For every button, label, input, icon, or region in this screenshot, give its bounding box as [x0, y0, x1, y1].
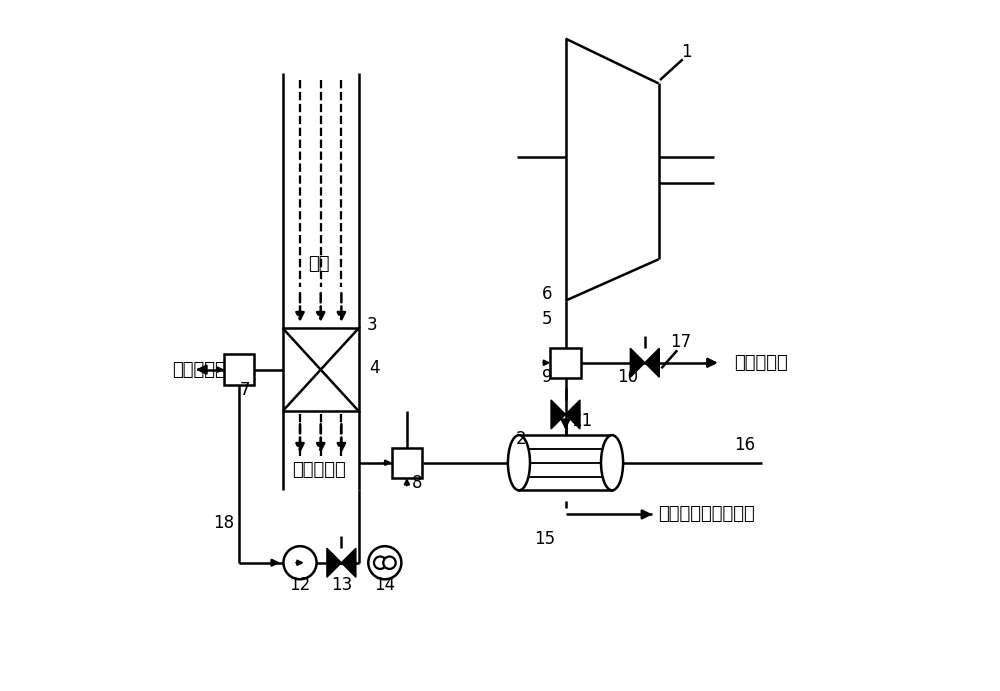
- Text: 15: 15: [534, 529, 555, 547]
- Text: 去工业供汽: 去工业供汽: [734, 354, 788, 372]
- Text: 13: 13: [331, 576, 352, 594]
- Circle shape: [368, 546, 401, 579]
- Text: 14: 14: [374, 576, 395, 594]
- Text: 9: 9: [542, 368, 552, 386]
- Text: 去锅炉汽包: 去锅炉汽包: [172, 361, 226, 379]
- Text: 16: 16: [734, 437, 755, 455]
- Circle shape: [383, 556, 396, 569]
- Text: 10: 10: [617, 368, 638, 386]
- Ellipse shape: [508, 435, 530, 491]
- Polygon shape: [551, 400, 566, 429]
- Circle shape: [283, 546, 317, 579]
- Text: 去脱硝系统: 去脱硝系统: [292, 461, 346, 479]
- Text: 12: 12: [289, 576, 311, 594]
- Text: 5: 5: [542, 310, 552, 328]
- Text: 3: 3: [367, 316, 378, 334]
- Ellipse shape: [601, 435, 623, 491]
- Bar: [519, 435, 612, 491]
- Bar: [283, 328, 359, 411]
- Text: 1: 1: [681, 44, 692, 61]
- Text: 18: 18: [214, 514, 235, 533]
- Text: 去下一级高压加热器: 去下一级高压加热器: [659, 505, 755, 524]
- Text: 6: 6: [542, 285, 552, 303]
- Polygon shape: [224, 354, 254, 385]
- Polygon shape: [341, 548, 356, 577]
- Polygon shape: [392, 448, 422, 478]
- Text: 17: 17: [670, 333, 691, 351]
- Text: 2: 2: [515, 430, 526, 448]
- Text: 7: 7: [240, 381, 250, 399]
- Text: 烟气: 烟气: [309, 255, 330, 273]
- Polygon shape: [566, 400, 580, 429]
- Text: 8: 8: [412, 475, 422, 493]
- Polygon shape: [550, 348, 581, 378]
- Circle shape: [374, 556, 386, 569]
- Polygon shape: [327, 548, 341, 577]
- Text: 4: 4: [369, 359, 380, 377]
- Polygon shape: [645, 348, 659, 377]
- Polygon shape: [630, 348, 645, 377]
- Text: 11: 11: [571, 413, 592, 430]
